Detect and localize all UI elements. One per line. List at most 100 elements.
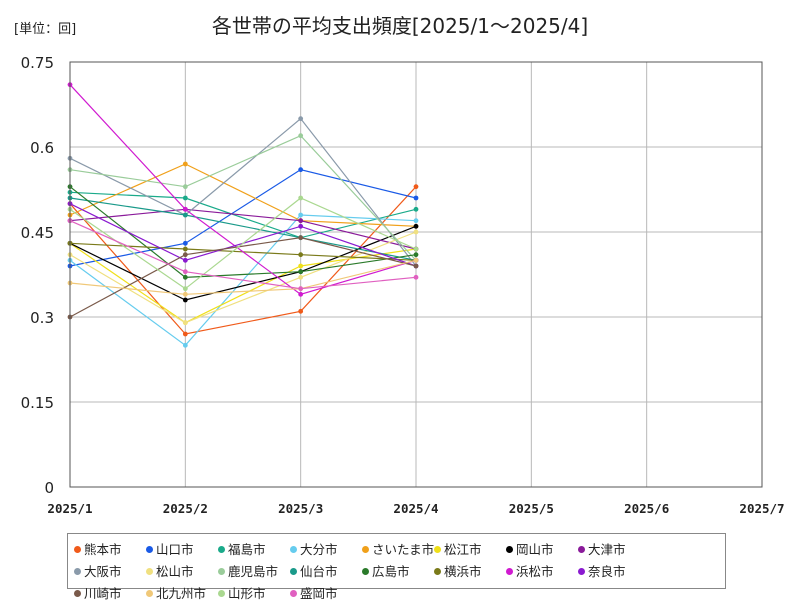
legend-marker xyxy=(218,546,225,553)
legend-item: 盛岡市 xyxy=(290,583,362,605)
data-point xyxy=(182,161,188,167)
data-point xyxy=(298,116,304,122)
data-point xyxy=(298,274,304,280)
legend-label: 山口市 xyxy=(156,542,194,557)
legend-item: 山形市 xyxy=(218,583,290,605)
legend-item: 浜松市 xyxy=(506,561,578,583)
legend-item: 奈良市 xyxy=(578,561,650,583)
legend-marker xyxy=(74,590,81,597)
legend-marker xyxy=(74,568,81,575)
y-tick-label: 0.45 xyxy=(21,224,54,242)
data-point xyxy=(182,297,188,303)
legend-item: 山口市 xyxy=(146,539,218,561)
data-point xyxy=(182,206,188,212)
data-point xyxy=(413,257,419,263)
legend-label: 川崎市 xyxy=(84,586,122,601)
data-point xyxy=(182,184,188,190)
data-point xyxy=(298,291,304,297)
legend-label: さいたま市 xyxy=(372,542,434,557)
legend-marker xyxy=(218,590,225,597)
data-point xyxy=(182,286,188,292)
x-tick-label: 2025/5 xyxy=(509,501,554,516)
data-point xyxy=(413,206,419,212)
legend-marker xyxy=(362,568,369,575)
series-line xyxy=(69,220,417,290)
legend-label: 奈良市 xyxy=(588,564,626,579)
legend-label: 山形市 xyxy=(228,586,266,601)
plot-frame xyxy=(69,61,763,488)
legend-marker xyxy=(146,568,153,575)
legend-marker xyxy=(578,546,585,553)
legend-item: 福島市 xyxy=(218,539,290,561)
legend-item: 熊本市 xyxy=(74,539,146,561)
data-point xyxy=(413,195,419,201)
legend-marker xyxy=(74,546,81,553)
x-tick-label: 2025/7 xyxy=(739,501,784,516)
data-point xyxy=(182,274,188,280)
legend-item: 鹿児島市 xyxy=(218,561,290,583)
legend-item: 大阪市 xyxy=(74,561,146,583)
data-point xyxy=(182,212,188,218)
legend-item: 大分市 xyxy=(290,539,362,561)
y-tick-label: 0.6 xyxy=(30,139,54,157)
legend-label: 福島市 xyxy=(228,542,266,557)
legend-marker xyxy=(434,546,441,553)
legend-item: 松山市 xyxy=(146,561,218,583)
x-tick-label: 2025/6 xyxy=(624,501,669,516)
series-line xyxy=(69,134,417,261)
legend-item: さいたま市 xyxy=(362,539,434,561)
data-point xyxy=(413,252,419,258)
legend-label: 岡山市 xyxy=(516,542,554,557)
legend-item: 大津市 xyxy=(578,539,650,561)
legend-item: 横浜市 xyxy=(434,561,506,583)
legend-marker xyxy=(506,568,513,575)
x-tick-label: 2025/1 xyxy=(47,501,92,516)
legend-marker xyxy=(506,546,513,553)
data-point xyxy=(298,223,304,229)
legend-item: 北九州市 xyxy=(146,583,218,605)
legend-label: 鹿児島市 xyxy=(228,564,279,579)
data-point xyxy=(298,218,304,224)
data-point xyxy=(182,240,188,246)
data-point xyxy=(182,252,188,258)
data-point xyxy=(182,342,188,348)
data-point xyxy=(298,263,304,269)
legend-label: 大津市 xyxy=(588,542,626,557)
series-line xyxy=(69,197,417,290)
legend-marker xyxy=(578,568,585,575)
y-tick-label: 0.15 xyxy=(21,394,54,412)
data-point xyxy=(413,246,419,252)
x-tick-label: 2025/3 xyxy=(278,501,323,516)
legend-item: 仙台市 xyxy=(290,561,362,583)
legend-item: 岡山市 xyxy=(506,539,578,561)
series-line xyxy=(69,169,417,267)
data-point xyxy=(413,184,419,190)
y-tick-label: 0.3 xyxy=(30,309,54,327)
legend-marker xyxy=(290,546,297,553)
legend-item: 広島市 xyxy=(362,561,434,583)
legend-label: 広島市 xyxy=(372,564,410,579)
legend-label: 北九州市 xyxy=(156,586,207,601)
data-point xyxy=(182,331,188,337)
legend-label: 仙台市 xyxy=(300,564,338,579)
legend-label: 浜松市 xyxy=(516,564,554,579)
legend-marker xyxy=(434,568,441,575)
y-tick-label: 0.75 xyxy=(21,54,54,72)
series-line xyxy=(69,237,417,318)
data-point xyxy=(413,263,419,269)
data-point xyxy=(182,320,188,326)
legend-label: 松山市 xyxy=(156,564,194,579)
data-point xyxy=(298,235,304,241)
legend-item: 川崎市 xyxy=(74,583,146,605)
chart-legend: 熊本市 山口市 福島市 大分市 さいたま市 松江市 岡山市 大津市大阪市 松山市 鹿児島市 仙台市 広… xyxy=(67,533,726,601)
data-point xyxy=(413,229,419,235)
data-point xyxy=(182,269,188,275)
series-line xyxy=(69,197,417,261)
data-point xyxy=(298,252,304,258)
data-point xyxy=(182,195,188,201)
data-point xyxy=(298,212,304,218)
series-line xyxy=(69,186,417,335)
data-point xyxy=(298,195,304,201)
legend-marker xyxy=(290,590,297,597)
data-point xyxy=(413,274,419,280)
